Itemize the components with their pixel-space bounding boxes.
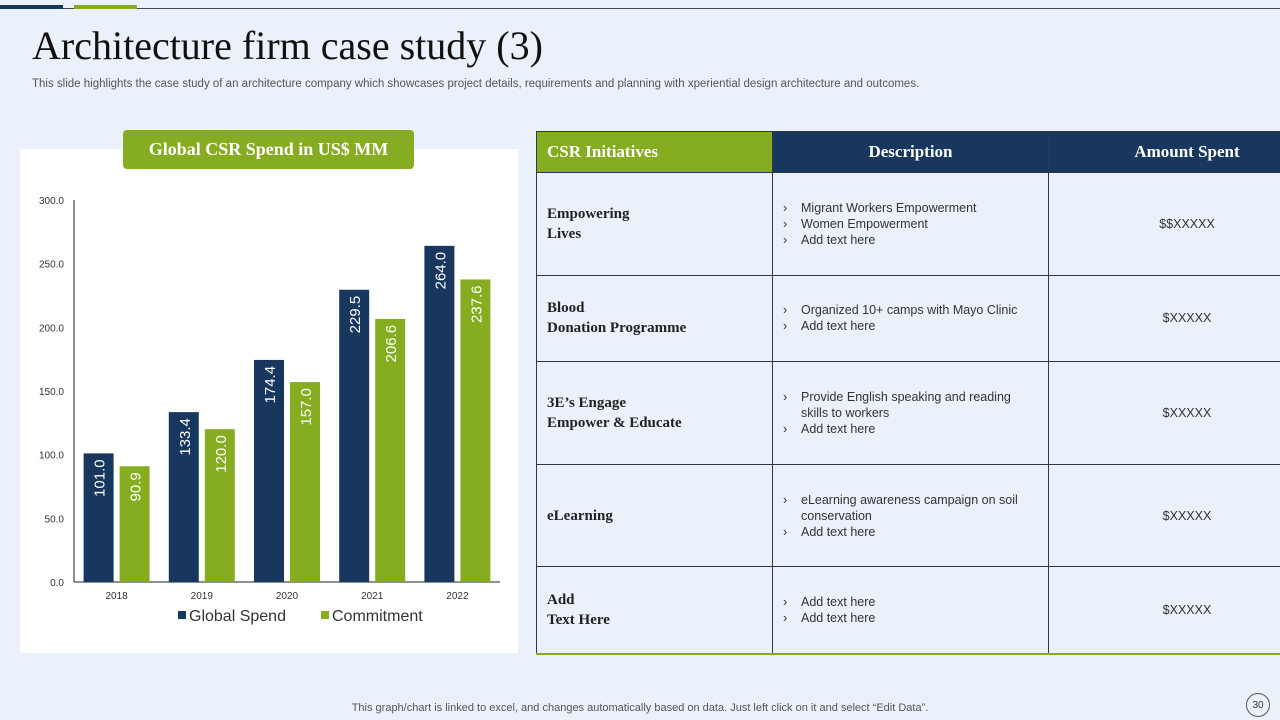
description-list: Provide English speaking and reading ski…: [783, 389, 1038, 437]
bar-value-label: 206.6: [383, 325, 400, 363]
y-tick-label: 300.0: [39, 196, 64, 207]
initiative-line: Text Here: [547, 612, 610, 629]
description-cell: Organized 10+ camps with Mayo ClinicAdd …: [772, 274, 1049, 362]
initiative-line: Add: [547, 592, 575, 609]
legend-swatch-0: [178, 611, 186, 619]
bar-global-spend-2018: [83, 453, 114, 582]
bar-value-label: 157.0: [298, 388, 315, 426]
initiative-line: Empower & Educate: [547, 414, 682, 431]
y-tick-label: 0.0: [50, 578, 64, 589]
bar-value-label: 237.6: [468, 285, 485, 323]
page-subtitle: This slide highlights the case study of …: [32, 78, 920, 90]
description-item: eLearning awareness campaign on soil con…: [783, 492, 1038, 524]
description-item: Organized 10+ camps with Mayo Clinic: [783, 302, 1038, 318]
top-accent-navy: [0, 5, 63, 9]
bar-value-label: 120.0: [213, 435, 230, 473]
header-description: Description: [772, 131, 1049, 173]
table-row: Blood Donation Programme Organized 10+ cam…: [536, 274, 1280, 362]
x-tick-label: 2019: [191, 591, 214, 602]
y-tick-label: 200.0: [39, 323, 64, 334]
bar-value-label: 133.4: [177, 418, 194, 456]
bar-global-spend-2022: [424, 245, 455, 582]
description-item: Provide English speaking and reading ski…: [783, 389, 1038, 421]
bar-commitment-2019: [204, 429, 235, 582]
x-tick-label: 2022: [446, 591, 469, 602]
description-cell: Migrant Workers EmpowermentWomen Empower…: [772, 172, 1049, 276]
legend-swatch-1: [321, 611, 329, 619]
bar-value-label: 264.0: [432, 252, 449, 290]
bar-value-label: 174.4: [262, 366, 279, 404]
table-row: Empowering Lives Migrant Workers Empowerme…: [536, 172, 1280, 276]
description-item: Add text here: [783, 594, 1038, 610]
amount-cell: $XXXXX: [1048, 566, 1280, 656]
bar-commitment-2021: [375, 318, 406, 582]
table-row: 3E’s Engage Empower & Educate Provide Engl…: [536, 360, 1280, 465]
description-cell: Provide English speaking and reading ski…: [772, 360, 1049, 465]
bar-value-label: 90.9: [128, 472, 145, 501]
description-item: Migrant Workers Empowerment: [783, 200, 1038, 216]
legend-label: Global Spend: [189, 608, 286, 625]
amount-cell: $XXXXX: [1048, 274, 1280, 362]
description-item: Add text here: [783, 524, 1038, 540]
amount-cell: $XXXXX: [1048, 463, 1280, 568]
description-list: eLearning awareness campaign on soil con…: [783, 492, 1038, 540]
initiative-line: 3E’s Engage: [547, 394, 627, 411]
legend-label: Commitment: [332, 608, 423, 625]
description-item: Women Empowerment: [783, 216, 1038, 232]
page-title: Architecture firm case study (3): [32, 23, 543, 68]
bar-commitment-2022: [460, 279, 491, 582]
initiative-cell: eLearning: [536, 463, 773, 568]
initiative-cell: Empowering Lives: [536, 172, 773, 276]
amount-cell: $XXXXX: [1048, 360, 1280, 465]
description-list: Migrant Workers EmpowermentWomen Empower…: [783, 200, 1038, 248]
header-initiatives: CSR Initiatives: [536, 131, 773, 173]
initiative-line: Empowering: [547, 205, 630, 222]
x-tick-label: 2021: [361, 591, 384, 602]
bar-commitment-2018: [119, 466, 150, 582]
description-item: Add text here: [783, 232, 1038, 248]
bar-value-label: 101.0: [92, 459, 109, 497]
amount-cell: $$XXXXX: [1048, 172, 1280, 276]
x-tick-label: 2020: [276, 591, 299, 602]
description-list: Organized 10+ camps with Mayo ClinicAdd …: [783, 302, 1038, 334]
footnote: This graph/chart is linked to excel, and…: [351, 702, 929, 714]
bar-global-spend-2019: [168, 412, 199, 582]
initiative-line: Donation Programme: [547, 320, 687, 337]
initiative-cell: Add Text Here: [536, 566, 773, 656]
table-row: Add Text Here Add text hereAdd text here $X…: [536, 566, 1280, 656]
top-accent-green: [74, 5, 137, 9]
table-header-row: CSR Initiatives Description Amount Spent: [536, 131, 1280, 173]
description-list: Add text hereAdd text here: [783, 594, 1038, 626]
bar-global-spend-2021: [339, 289, 370, 582]
top-rule: [0, 8, 1280, 9]
initiative-cell: Blood Donation Programme: [536, 274, 773, 362]
initiative-cell: 3E’s Engage Empower & Educate: [536, 360, 773, 465]
csr-table: CSR Initiatives Description Amount Spent…: [536, 131, 1280, 656]
y-tick-label: 100.0: [39, 451, 64, 462]
bar-value-label: 229.5: [347, 296, 364, 334]
x-tick-label: 2018: [105, 591, 128, 602]
bar-global-spend-2020: [254, 359, 284, 582]
y-tick-label: 250.0: [39, 260, 64, 271]
description-cell: eLearning awareness campaign on soil con…: [772, 463, 1049, 568]
bar-commitment-2020: [290, 382, 320, 582]
description-item: Add text here: [783, 318, 1038, 334]
y-tick-label: 150.0: [39, 387, 64, 398]
initiative-line: Blood: [547, 300, 585, 317]
y-tick-label: 50.0: [45, 514, 65, 525]
header-amount: Amount Spent: [1048, 131, 1280, 173]
description-cell: Add text hereAdd text here: [772, 566, 1049, 656]
description-item: Add text here: [783, 421, 1038, 437]
page-number: 30: [1246, 693, 1270, 717]
description-item: Add text here: [783, 610, 1038, 626]
initiative-line: eLearning: [547, 507, 613, 524]
chart-title: Global CSR Spend in US$ MM: [123, 130, 414, 169]
table-row: eLearning eLearning awareness campaign on…: [536, 463, 1280, 568]
initiative-line: Lives: [547, 225, 582, 242]
